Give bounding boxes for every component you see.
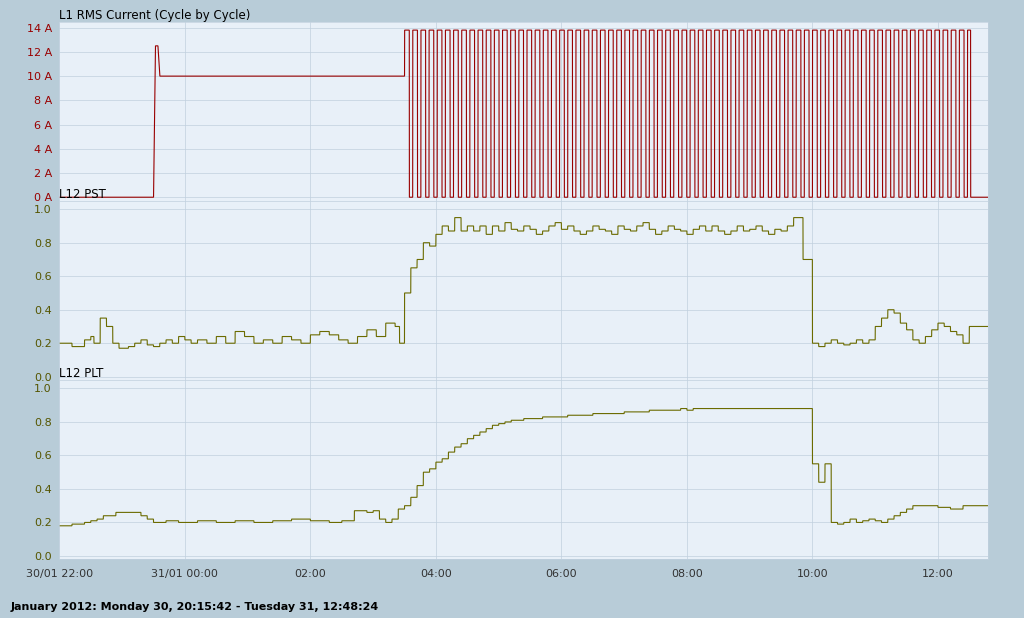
Text: January 2012: Monday 30, 20:15:42 - Tuesday 31, 12:48:24: January 2012: Monday 30, 20:15:42 - Tues…: [10, 602, 379, 612]
Text: L12 PLT: L12 PLT: [59, 367, 103, 380]
Text: L1 RMS Current (Cycle by Cycle): L1 RMS Current (Cycle by Cycle): [59, 9, 251, 22]
Text: L12 PST: L12 PST: [59, 188, 106, 201]
